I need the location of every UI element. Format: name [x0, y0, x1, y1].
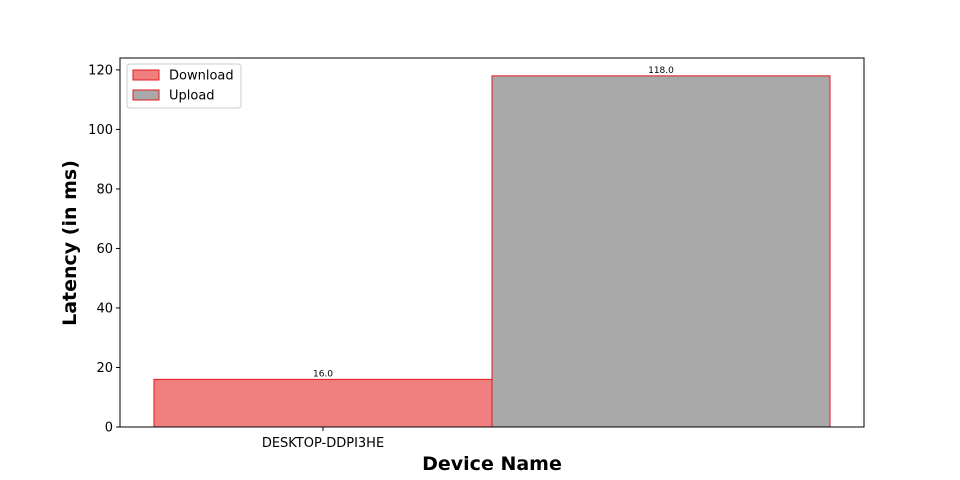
value-labels-layer: 16.0 118.0: [313, 66, 674, 380]
x-tick-label: DESKTOP-DDPI3HE: [262, 436, 384, 451]
x-axis: DESKTOP-DDPI3HE: [262, 427, 384, 451]
y-tick-label: 20: [96, 361, 113, 376]
y-tick-label: 40: [96, 301, 113, 316]
data-label-upload: 118.0: [648, 66, 674, 76]
y-axis: 0 20 40 60 80 100 120: [88, 63, 120, 436]
x-axis-title: Device Name: [422, 453, 562, 475]
bar-download: [153, 378, 493, 428]
y-axis-title: Latency (in ms): [59, 160, 81, 326]
bar-upload: [491, 75, 831, 428]
y-tick-label: 0: [105, 421, 113, 436]
y-tick-label: 60: [96, 242, 113, 257]
y-tick-label: 100: [88, 123, 113, 138]
bars-layer: [153, 75, 831, 428]
legend-label-upload: Upload: [169, 89, 215, 104]
y-tick-label: 80: [96, 182, 113, 197]
legend-swatch-download: [132, 69, 160, 81]
legend-swatch-upload: [132, 89, 160, 101]
data-label-download: 16.0: [313, 369, 333, 379]
legend: Download Upload: [126, 63, 242, 109]
plot-frame: [119, 57, 865, 428]
y-tick-label: 120: [88, 63, 113, 78]
legend-label-download: Download: [169, 69, 234, 84]
